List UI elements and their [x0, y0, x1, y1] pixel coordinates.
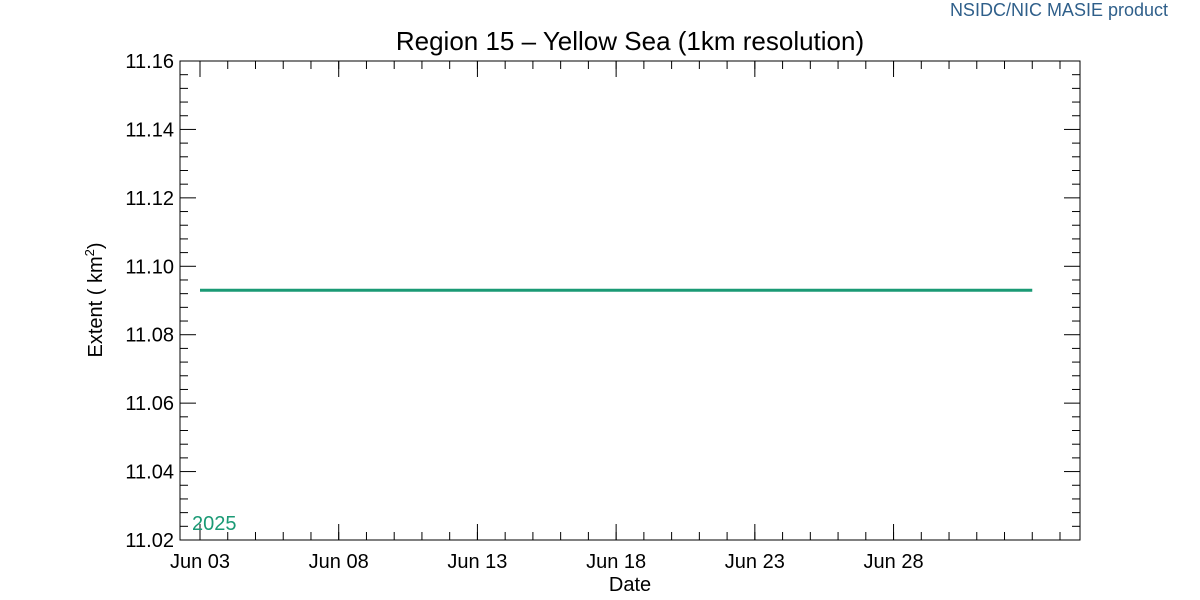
x-tick-label: Jun 28	[864, 551, 924, 573]
y-axis-label-end: )	[85, 242, 107, 249]
x-axis-label: Date	[609, 574, 651, 596]
y-tick-label: 11.10	[125, 256, 174, 278]
y-tick-label: 11.06	[125, 393, 174, 415]
chart-title: Region 15 – Yellow Sea (1km resolution)	[396, 26, 864, 56]
x-tick-label: Jun 03	[170, 551, 230, 573]
plot-frame	[179, 60, 1081, 541]
y-axis-label-main: Extent ( km	[85, 256, 107, 357]
axis-ticks	[180, 60, 1080, 541]
x-tick-label: Jun 13	[447, 551, 507, 573]
x-tick-label: Jun 08	[309, 551, 369, 573]
y-tick-label: 11.04	[125, 462, 174, 484]
series-layer: 2025	[192, 288, 1033, 535]
series-label: 2025	[192, 513, 237, 535]
tick-labels: 11.02 11.04 11.06 11.08 11.10 11.12 11.14 11.16…	[125, 51, 923, 573]
y-tick-label: 11.02	[125, 530, 174, 552]
x-tick-label: Jun 18	[586, 551, 646, 573]
y-tick-label: 11.14	[125, 119, 174, 141]
y-tick-label: 11.08	[125, 325, 174, 347]
y-axis-label-sup: 2	[82, 249, 97, 256]
credit-label: NSIDC/NIC MASIE product	[949, 0, 1168, 20]
y-tick-label: 11.12	[125, 188, 174, 210]
y-axis-label: Extent ( km2)	[82, 242, 107, 357]
y-tick-label: 11.16	[125, 51, 174, 73]
x-tick-label: Jun 23	[725, 551, 785, 573]
